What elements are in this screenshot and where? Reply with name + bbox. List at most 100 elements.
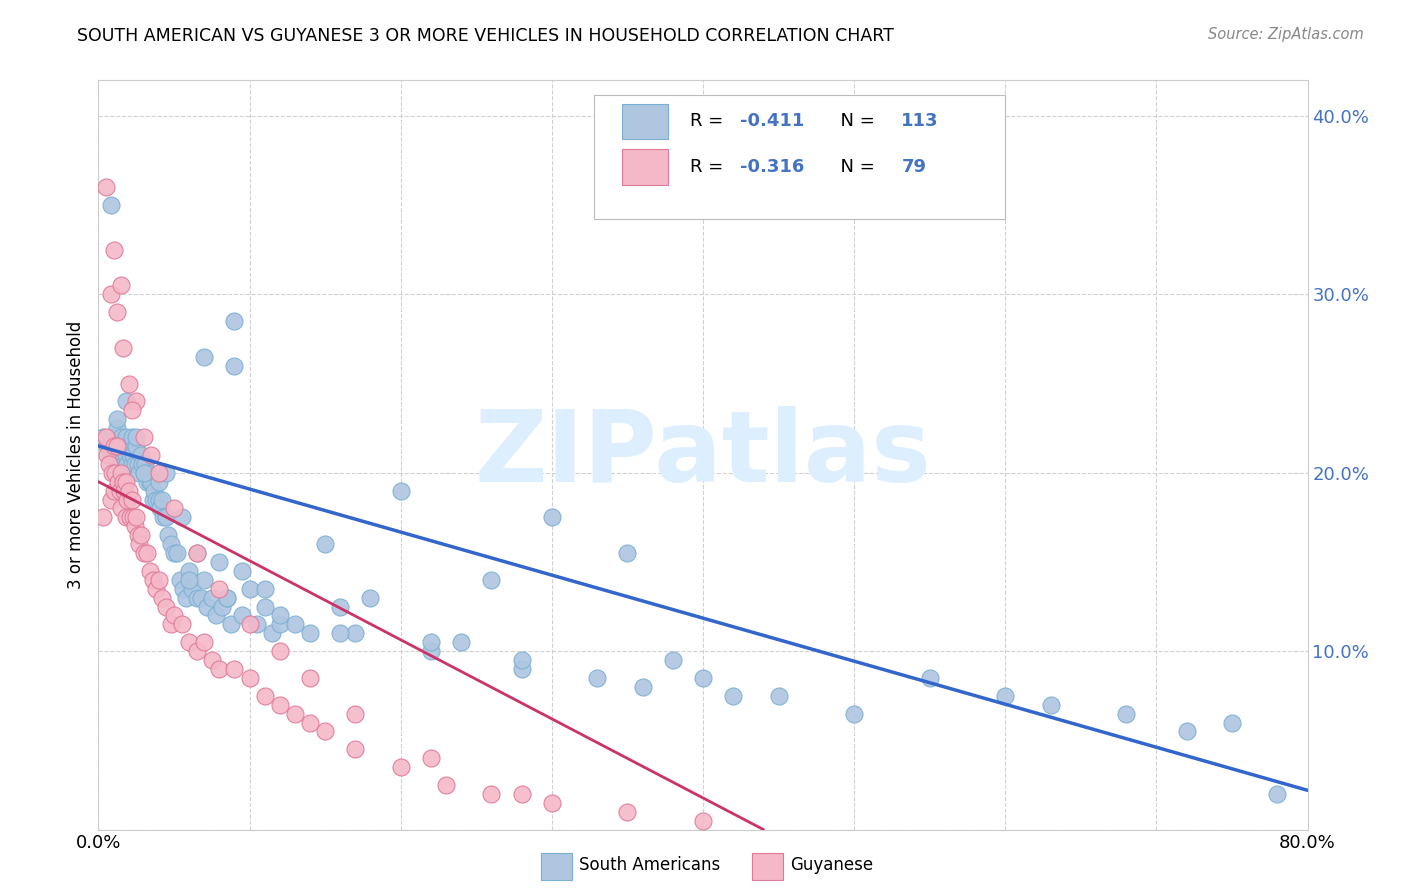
Point	[121, 492, 143, 507]
Point	[141, 475, 163, 489]
Point	[768, 689, 790, 703]
Point	[170, 510, 193, 524]
Point	[631, 680, 654, 694]
Point	[253, 582, 276, 596]
Point	[155, 466, 177, 480]
Point	[208, 582, 231, 596]
Point	[163, 608, 186, 623]
Point	[150, 591, 173, 605]
Point	[111, 475, 134, 489]
Point	[994, 689, 1017, 703]
Point	[125, 439, 148, 453]
Point	[844, 706, 866, 721]
Point	[434, 778, 457, 792]
Text: Guyanese: Guyanese	[790, 856, 873, 874]
Text: N =: N =	[828, 158, 880, 177]
Point	[193, 573, 215, 587]
Point	[163, 546, 186, 560]
Point	[103, 439, 125, 453]
Point	[231, 564, 253, 578]
Point	[131, 457, 153, 471]
Point	[170, 617, 193, 632]
Point	[121, 403, 143, 417]
Point	[129, 448, 152, 462]
Point	[103, 439, 125, 453]
Point	[135, 546, 157, 560]
Point	[104, 466, 127, 480]
Point	[344, 742, 367, 756]
Point	[110, 501, 132, 516]
Point	[239, 617, 262, 632]
Point	[122, 448, 145, 462]
Point	[193, 635, 215, 649]
Point	[156, 528, 179, 542]
Point	[208, 555, 231, 569]
Point	[179, 564, 201, 578]
Text: R =: R =	[690, 158, 728, 177]
Point	[284, 706, 307, 721]
Point	[124, 457, 146, 471]
Point	[108, 483, 131, 498]
Point	[616, 546, 638, 560]
Point	[136, 466, 159, 480]
Point	[186, 546, 208, 560]
Point	[100, 492, 122, 507]
Point	[149, 501, 172, 516]
Point	[103, 243, 125, 257]
Point	[150, 492, 173, 507]
Point	[195, 599, 218, 614]
Point	[110, 278, 132, 293]
Point	[193, 350, 215, 364]
Point	[172, 582, 194, 596]
Point	[120, 510, 142, 524]
Point	[114, 430, 136, 444]
Point	[110, 430, 132, 444]
Point	[269, 698, 291, 712]
FancyBboxPatch shape	[621, 149, 668, 186]
Text: -0.411: -0.411	[741, 112, 804, 130]
Point	[540, 510, 562, 524]
Point	[122, 510, 145, 524]
Point	[132, 546, 155, 560]
Point	[360, 591, 382, 605]
Point	[132, 466, 155, 480]
Point	[221, 617, 243, 632]
Point	[107, 475, 129, 489]
Point	[139, 475, 162, 489]
Point	[269, 644, 291, 658]
Point	[127, 528, 149, 542]
Point	[91, 430, 114, 444]
Text: South Americans: South Americans	[579, 856, 720, 874]
Point	[586, 671, 609, 685]
Point	[104, 448, 127, 462]
Point	[314, 537, 336, 551]
Point	[179, 635, 201, 649]
Point	[420, 751, 443, 765]
Point	[103, 483, 125, 498]
Point	[208, 662, 231, 676]
Point	[723, 689, 745, 703]
Point	[118, 483, 141, 498]
Point	[231, 608, 253, 623]
Point	[121, 430, 143, 444]
Point	[262, 626, 284, 640]
Point	[148, 475, 170, 489]
Point	[115, 492, 138, 507]
Point	[420, 635, 443, 649]
Point	[91, 510, 114, 524]
Text: SOUTH AMERICAN VS GUYANESE 3 OR MORE VEHICLES IN HOUSEHOLD CORRELATION CHART: SOUTH AMERICAN VS GUYANESE 3 OR MORE VEH…	[77, 27, 894, 45]
Point	[134, 457, 156, 471]
Point	[1220, 715, 1243, 730]
FancyBboxPatch shape	[621, 103, 668, 139]
Point	[540, 796, 562, 810]
Point	[112, 483, 135, 498]
Point	[169, 573, 191, 587]
Point	[127, 457, 149, 471]
Point	[174, 591, 197, 605]
Point	[114, 448, 136, 462]
Text: Source: ZipAtlas.com: Source: ZipAtlas.com	[1208, 27, 1364, 42]
Point	[135, 475, 157, 489]
Point	[1267, 787, 1289, 801]
Point	[215, 591, 238, 605]
Point	[148, 573, 170, 587]
